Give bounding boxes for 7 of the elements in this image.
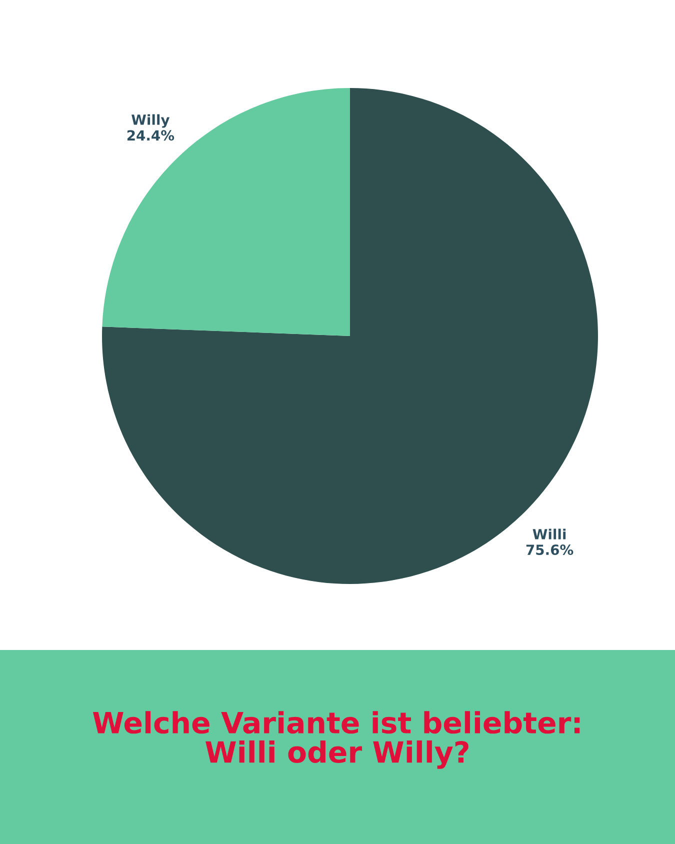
text: Welche Variante ist beliebter: Willi oder Willy? <box>92 711 580 769</box>
data-label: 75.6% <box>526 544 574 556</box>
slice-label: Willy <box>132 114 170 128</box>
slice-label: Willi <box>532 528 566 540</box>
pie-slice <box>102 88 350 336</box>
pie-slice <box>102 88 598 584</box>
data-label: 24.4% <box>127 130 174 141</box>
